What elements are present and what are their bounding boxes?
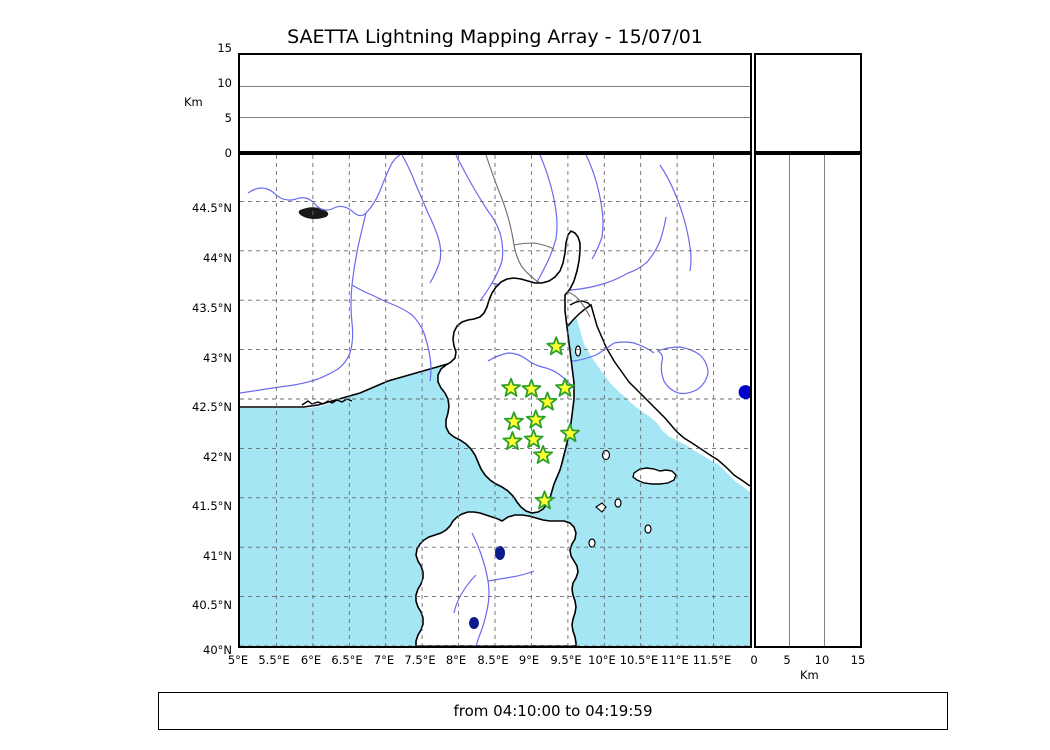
station-marker-station-10[interactable] (523, 429, 544, 449)
map-xtick-7.5: 7.5°E (404, 653, 436, 667)
river-durance (351, 284, 432, 382)
island-capraia (601, 449, 611, 461)
map-ytick-43.5: 43.5°N (192, 301, 232, 315)
top-panel-axis-label: Km (184, 95, 203, 109)
map-ytick-42: 42°N (203, 450, 232, 464)
map-ytick-43: 43°N (203, 351, 232, 365)
river-saone (401, 155, 442, 284)
right-panel-axis-label: Km (800, 668, 819, 682)
map-ytick-44: 44°N (203, 251, 232, 265)
map-ytick-41.5: 41.5°N (192, 499, 232, 513)
map-xtick-11: 11°E (661, 653, 689, 667)
map-xtick-5: 5°E (227, 653, 249, 667)
map-ytick-42.5: 42.5°N (192, 400, 232, 414)
border-segment-b (513, 242, 555, 250)
time-range-statusbar[interactable]: from 04:10:00 to 04:19:59 (158, 692, 948, 730)
map-xtick-10.5: 10.5°E (619, 653, 659, 667)
lma-station-stars (501, 336, 580, 510)
river-po-upper (455, 155, 504, 302)
map-xtick-8.5: 8.5°E (477, 653, 509, 667)
map-xtick-9.5: 9.5°E (550, 653, 582, 667)
right-panel-xtick-15: 15 (850, 653, 866, 667)
station-marker-station-02[interactable] (501, 377, 521, 397)
top-panel-ytick-0: 0 (224, 146, 232, 160)
lake-sardinia-01 (495, 546, 505, 560)
map-ytick-41: 41°N (203, 549, 232, 563)
map-ytick-40.5: 40.5°N (192, 598, 232, 612)
map-xtick-11.5: 11.5°E (692, 653, 732, 667)
river-sardinia-c (453, 574, 477, 614)
station-marker-station-07[interactable] (525, 409, 546, 429)
top-panel-gridline-10 (240, 86, 750, 87)
station-marker-station-11[interactable] (533, 444, 554, 464)
coastline-detail-cote-azur (301, 398, 353, 406)
river-corsica-golo (487, 352, 575, 390)
river-ticino (533, 155, 558, 288)
border-france-italy (485, 155, 591, 318)
map-panel[interactable] (238, 153, 752, 648)
vhf-source-marker-source-01[interactable] (738, 385, 750, 400)
river-sardinia-tirso (471, 532, 490, 646)
station-marker-station-09[interactable] (502, 431, 523, 451)
river-01 (247, 187, 367, 217)
top-panel-ytick-15: 15 (217, 41, 232, 55)
station-marker-station-01[interactable] (546, 336, 567, 356)
map-svg (240, 155, 750, 646)
map-xtick-9: 9°E (518, 653, 540, 667)
top-panel-ytick-10: 10 (217, 76, 232, 90)
island-elba (632, 467, 677, 485)
island-giglio (588, 538, 596, 548)
figure-title: SAETTA Lightning Mapping Array - 15/07/0… (287, 26, 703, 48)
coastline-detail-genoa (569, 300, 593, 308)
right-panel-xtick-0: 0 (750, 653, 758, 667)
right-panel-gridline-10 (824, 155, 825, 646)
map-xtick-5.5: 5.5°E (258, 653, 290, 667)
map-ytick-44.5: 44.5°N (192, 201, 232, 215)
river-piave (659, 164, 692, 272)
vhf-source-markers (738, 385, 750, 400)
map-xtick-6.5: 6.5°E (331, 653, 363, 667)
map-ytick-40: 40°N (203, 643, 232, 657)
river-arno-loop (656, 346, 709, 395)
right-panel-gridline-5 (789, 155, 790, 646)
island-pianosa (614, 498, 622, 508)
map-xtick-6: 6°E (300, 653, 322, 667)
corner-panel (754, 53, 862, 153)
river-rhone-upper (365, 155, 401, 214)
station-marker-station-08[interactable] (560, 423, 580, 443)
lake-geneva (298, 207, 329, 219)
lake-sardinia-02 (469, 617, 479, 629)
map-gridlines (240, 155, 750, 646)
map-xtick-7: 7°E (373, 653, 395, 667)
station-marker-station-05[interactable] (537, 391, 558, 411)
island-montecristo (644, 524, 652, 534)
map-xtick-10: 10°E (588, 653, 616, 667)
station-marker-station-06[interactable] (504, 411, 524, 431)
station-marker-station-03[interactable] (521, 378, 542, 398)
time-range-text: from 04:10:00 to 04:19:59 (453, 702, 653, 720)
top-panel-ytick-5: 5 (224, 111, 232, 125)
river-rhone (240, 212, 367, 394)
right-panel-xtick-5: 5 (783, 653, 791, 667)
island-small-01 (595, 502, 607, 513)
altitude-longitude-panel[interactable] (238, 53, 752, 153)
river-adda (585, 155, 604, 260)
river-adige (627, 216, 667, 274)
altitude-latitude-panel[interactable] (754, 153, 862, 648)
island-gorgona (574, 345, 582, 357)
map-xtick-8: 8°E (445, 653, 467, 667)
station-marker-station-12[interactable] (534, 490, 555, 510)
station-marker-station-04[interactable] (555, 377, 575, 397)
right-panel-xtick-10: 10 (814, 653, 830, 667)
top-panel-gridline-5 (240, 117, 750, 118)
